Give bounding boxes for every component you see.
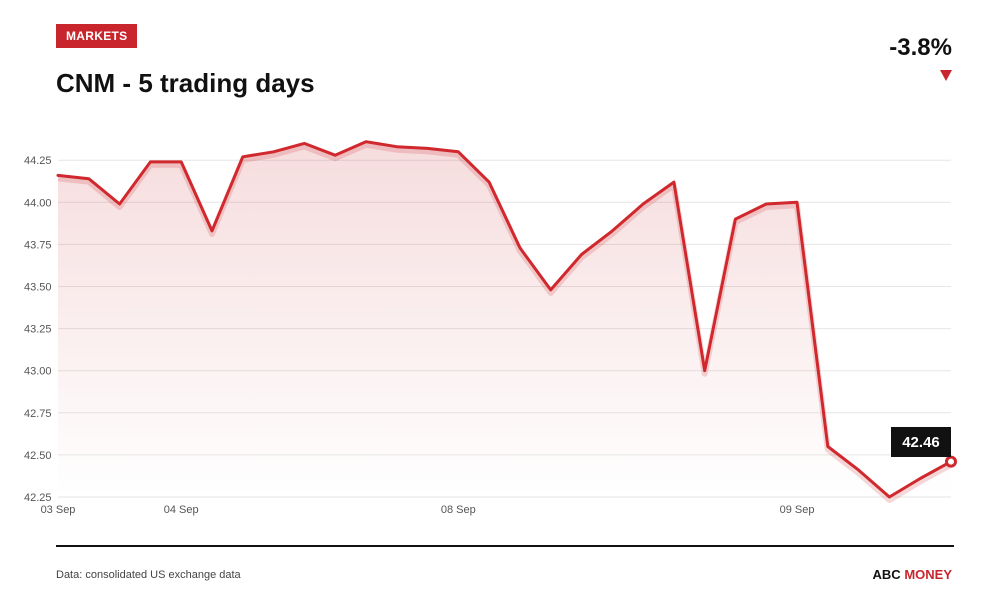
- y-tick-label: 42.50: [24, 450, 52, 462]
- down-arrow-icon: [940, 70, 952, 81]
- brand-logo: ABC MONEY: [873, 567, 952, 582]
- y-tick-label: 44.25: [24, 155, 52, 167]
- brand-money: MONEY: [904, 567, 952, 582]
- data-source: Data: consolidated US exchange data: [56, 569, 241, 581]
- y-tick-label: 43.25: [24, 324, 52, 336]
- price-area: [58, 141, 951, 497]
- price-chart: 42.25 42.50 42.75 43.00 43.25 43.50 43.75 44.00…: [24, 140, 957, 516]
- x-tick-label: 04 Sep: [164, 504, 199, 516]
- y-tick-label: 43.75: [24, 239, 52, 251]
- last-value-label: 42.46: [902, 434, 940, 451]
- y-tick-label: 43.00: [24, 366, 52, 378]
- brand-abc: ABC: [872, 567, 901, 582]
- last-point-marker: [945, 455, 957, 468]
- price-line: [56, 140, 953, 499]
- y-tick-label: 42.25: [24, 492, 52, 504]
- y-tick-label: 44.00: [24, 197, 52, 209]
- section-badge: MARKETS: [56, 24, 138, 48]
- x-tick-label: 03 Sep: [41, 504, 76, 516]
- x-tick-label: 09 Sep: [780, 504, 815, 516]
- footer-divider: [56, 545, 954, 547]
- y-tick-label: 43.50: [24, 282, 52, 294]
- last-value-box: [891, 427, 951, 457]
- y-tick-label: 42.75: [24, 408, 52, 420]
- chart-title: CNM - 5 trading days: [56, 68, 315, 98]
- x-tick-label: 08 Sep: [441, 504, 476, 516]
- percent-change: -3.8%: [889, 34, 952, 61]
